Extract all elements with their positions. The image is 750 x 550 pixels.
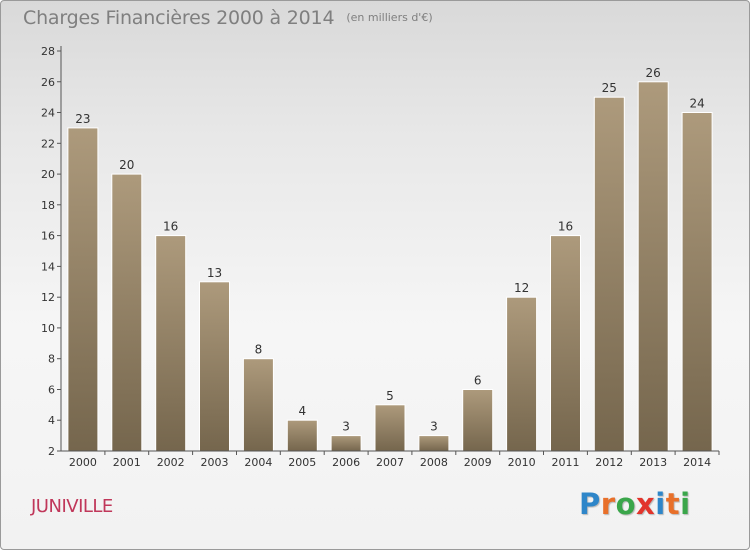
y-tick-label-10: 10 [41,322,55,335]
data-label-2002: 16 [163,220,178,234]
chart-title-block: Charges Financières 2000 à 2014 (en milli… [23,7,433,29]
x-tick-label-2009: 2009 [464,456,492,469]
x-tick-label-2002: 2002 [157,456,185,469]
y-tick-label-6: 6 [48,384,55,397]
data-label-2005: 4 [298,404,306,418]
logo-letter: P [579,487,601,521]
y-tick-label-2: 2 [48,445,55,458]
data-label-2001: 20 [119,158,134,172]
y-tick-label-20: 20 [41,168,55,181]
y-tick-label-8: 8 [48,353,55,366]
x-tick-label-2011: 2011 [552,456,580,469]
bar-2013 [637,81,669,452]
x-tick-label-2013: 2013 [639,456,667,469]
bar-2009 [462,389,494,452]
x-tick-label-2001: 2001 [113,456,141,469]
x-tick-label-2014: 2014 [683,456,711,469]
data-label-2003: 13 [207,266,222,280]
commune-name: JUNIVILLE [31,496,113,517]
bar-2003 [199,281,230,452]
x-tick-label-2008: 2008 [420,456,448,469]
x-tick-label-2004: 2004 [244,456,272,469]
bar-2008 [418,435,450,452]
y-tick-label-24: 24 [41,107,55,120]
x-tick-label-2006: 2006 [332,456,360,469]
logo-letter: i [655,487,666,521]
data-label-2008: 3 [430,420,438,434]
bar-2014 [681,112,713,452]
x-tick-label-2007: 2007 [376,456,404,469]
bar-2012 [593,96,625,452]
y-tick-label-22: 22 [41,137,55,150]
logo-letter: x [636,487,656,521]
y-tick-label-28: 28 [41,45,55,58]
bar-2001 [111,173,143,452]
logo-letter: i [680,487,691,521]
bar-2006 [330,435,362,452]
axes-group [57,46,720,455]
data-label-2013: 26 [646,66,661,80]
data-label-2000: 23 [75,112,90,126]
bar-2005 [286,419,318,452]
y-tick-label-12: 12 [41,291,55,304]
bar-2010 [506,296,538,452]
y-tick-label-18: 18 [41,199,55,212]
bar-2000 [67,127,99,452]
logo-letter: o [615,487,637,521]
data-label-2014: 24 [689,97,704,111]
bar-2007 [374,404,406,452]
x-tick-label-2003: 2003 [201,456,229,469]
data-label-2004: 8 [255,343,263,357]
x-tick-label-2012: 2012 [595,456,623,469]
bar-2002 [155,235,187,452]
data-label-2012: 25 [602,81,617,95]
y-tick-label-4: 4 [48,414,55,427]
data-label-2006: 3 [342,420,350,434]
x-tick-label-2010: 2010 [508,456,536,469]
data-label-2010: 12 [514,281,529,295]
bars-group [67,81,713,452]
logo-letter: t [665,487,681,521]
logo-letter: r [600,487,616,521]
x-tick-label-2000: 2000 [69,456,97,469]
bar-2011 [550,235,581,452]
labels-group: 2320002020011620021320038200442005320065… [41,45,711,469]
y-tick-label-26: 26 [41,76,55,89]
chart-title: Charges Financières 2000 à 2014 [23,7,335,29]
x-tick-label-2005: 2005 [288,456,316,469]
data-label-2011: 16 [558,220,573,234]
bar-2004 [242,358,274,452]
proxiti-logo: Proxiti [579,487,691,521]
y-tick-label-16: 16 [41,230,55,243]
data-label-2009: 6 [474,374,482,388]
data-label-2007: 5 [386,389,394,403]
y-tick-label-14: 14 [41,260,55,273]
chart-unit: (en milliers d'€) [346,11,433,24]
